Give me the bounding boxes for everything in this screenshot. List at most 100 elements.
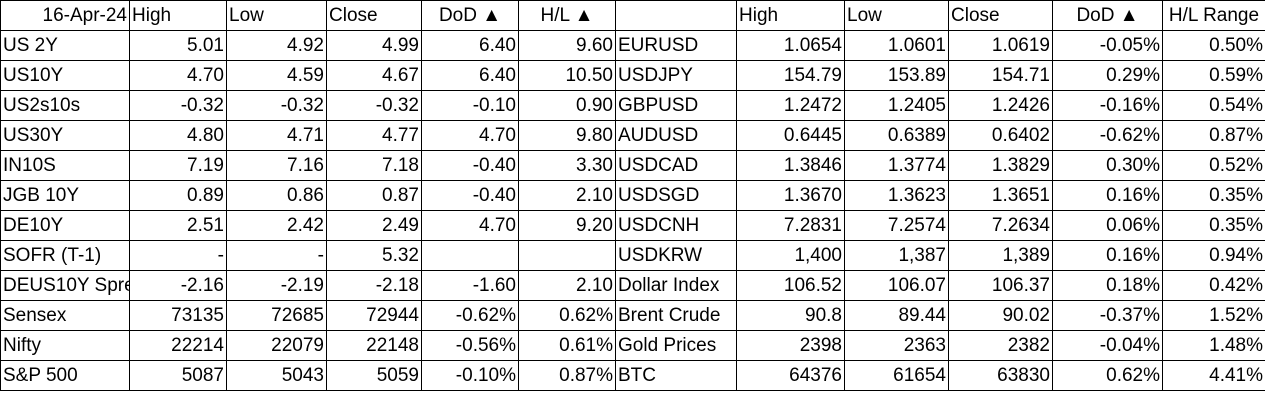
- value-cell: -0.05%: [1052, 30, 1163, 61]
- value-cell: 2382: [948, 330, 1053, 361]
- value-cell: 22214: [129, 330, 227, 361]
- value-cell: 0.54%: [1162, 90, 1265, 121]
- value-cell: 1.2472: [736, 90, 845, 121]
- value-cell: -0.32: [129, 90, 227, 121]
- value-cell: 0.90: [518, 90, 616, 121]
- table-row: US30Y 4.80 4.71 4.77 4.70 9.80 AUDUSD 0.6445 0.6…: [0, 120, 1265, 151]
- value-cell: 4.80: [129, 120, 227, 151]
- column-header: Low: [226, 0, 327, 31]
- value-cell: -2.18: [326, 270, 422, 301]
- value-cell: 0.62%: [518, 300, 616, 331]
- value-cell: [518, 240, 616, 271]
- value-cell: 1.3829: [948, 150, 1053, 181]
- value-cell: -0.16%: [1052, 90, 1163, 121]
- value-cell: 0.6402: [948, 120, 1053, 151]
- value-cell: 72685: [226, 300, 327, 331]
- value-cell: 0.87%: [1162, 120, 1265, 151]
- value-cell: -: [129, 240, 227, 271]
- instrument-name: JGB 10Y: [0, 180, 130, 211]
- value-cell: 2.51: [129, 210, 227, 241]
- value-cell: 0.30%: [1052, 150, 1163, 181]
- value-cell: 5087: [129, 360, 227, 391]
- instrument-name: DEUS10Y Spre: [0, 270, 130, 301]
- value-cell: 1.3651: [948, 180, 1053, 211]
- value-cell: 1.0654: [736, 30, 845, 61]
- table-row: JGB 10Y 0.89 0.86 0.87 -0.40 2.10 USDSGD 1.3670…: [0, 180, 1265, 211]
- value-cell: 2398: [736, 330, 845, 361]
- value-cell: 64376: [736, 360, 845, 391]
- instrument-name: USDSGD: [615, 180, 737, 211]
- value-cell: 5.01: [129, 30, 227, 61]
- market-table-body: 16-Apr-24 High Low Close DoD ▲ H/L ▲ High Low Cl…: [0, 0, 1265, 391]
- value-cell: -0.10%: [421, 360, 519, 391]
- value-cell: -: [226, 240, 327, 271]
- value-cell: -0.32: [326, 90, 422, 121]
- value-cell: 7.19: [129, 150, 227, 181]
- value-cell: 0.6389: [844, 120, 949, 151]
- value-cell: 0.89: [129, 180, 227, 211]
- column-header: Close: [326, 0, 422, 31]
- instrument-name: US2s10s: [0, 90, 130, 121]
- value-cell: 154.79: [736, 60, 845, 91]
- value-cell: -0.32: [226, 90, 327, 121]
- value-cell: 1.3846: [736, 150, 845, 181]
- column-header: Low: [844, 0, 949, 31]
- value-cell: 0.42%: [1162, 270, 1265, 301]
- value-cell: 0.86: [226, 180, 327, 211]
- instrument-name: BTC: [615, 360, 737, 391]
- value-cell: 154.71: [948, 60, 1053, 91]
- value-cell: 6.40: [421, 60, 519, 91]
- instrument-name: EURUSD: [615, 30, 737, 61]
- value-cell: -0.62%: [1052, 120, 1163, 151]
- value-cell: 4.92: [226, 30, 327, 61]
- value-cell: 6.40: [421, 30, 519, 61]
- instrument-name: US 2Y: [0, 30, 130, 61]
- value-cell: 1,400: [736, 240, 845, 271]
- value-cell: 4.41%: [1162, 360, 1265, 391]
- value-cell: 4.71: [226, 120, 327, 151]
- table-row: US2s10s -0.32 -0.32 -0.32 -0.10 0.90 GBPUSD 1.2…: [0, 90, 1265, 121]
- value-cell: 2.10: [518, 180, 616, 211]
- instrument-name: Dollar Index: [615, 270, 737, 301]
- value-cell: 2363: [844, 330, 949, 361]
- instrument-name: SOFR (T-1): [0, 240, 130, 271]
- value-cell: 0.87%: [518, 360, 616, 391]
- value-cell: 72944: [326, 300, 422, 331]
- instrument-name: USDCNH: [615, 210, 737, 241]
- value-cell: 1.3774: [844, 150, 949, 181]
- value-cell: 4.99: [326, 30, 422, 61]
- value-cell: -0.10: [421, 90, 519, 121]
- value-cell: 0.29%: [1052, 60, 1163, 91]
- value-cell: 9.60: [518, 30, 616, 61]
- value-cell: 0.06%: [1052, 210, 1163, 241]
- market-table: 16-Apr-24 High Low Close DoD ▲ H/L ▲ High Low Cl…: [0, 0, 1265, 391]
- value-cell: -0.56%: [421, 330, 519, 361]
- value-cell: 0.18%: [1052, 270, 1163, 301]
- table-row: SOFR (T-1) - -5.32 USDKRW 1,400 1,387 1,389 0.1…: [0, 240, 1265, 271]
- value-cell: 1.0601: [844, 30, 949, 61]
- value-cell: 2.10: [518, 270, 616, 301]
- value-cell: 4.70: [129, 60, 227, 91]
- instrument-name: S&P 500: [0, 360, 130, 391]
- value-cell: 0.94%: [1162, 240, 1265, 271]
- value-cell: -0.37%: [1052, 300, 1163, 331]
- instrument-name: AUDUSD: [615, 120, 737, 151]
- value-cell: 5059: [326, 360, 422, 391]
- instrument-name: US30Y: [0, 120, 130, 151]
- value-cell: 7.2634: [948, 210, 1053, 241]
- value-cell: 7.18: [326, 150, 422, 181]
- value-cell: 73135: [129, 300, 227, 331]
- value-cell: 89.44: [844, 300, 949, 331]
- value-cell: 61654: [844, 360, 949, 391]
- value-cell: 1.48%: [1162, 330, 1265, 361]
- value-cell: -0.62%: [421, 300, 519, 331]
- value-cell: 90.8: [736, 300, 845, 331]
- instrument-name: Sensex: [0, 300, 130, 331]
- value-cell: 5043: [226, 360, 327, 391]
- instrument-name: Nifty: [0, 330, 130, 361]
- column-header: DoD ▲: [1052, 0, 1163, 31]
- instrument-name: DE10Y: [0, 210, 130, 241]
- table-row: US10Y 4.70 4.59 4.67 6.40 10.50 USDJPY 154.79 15…: [0, 60, 1265, 91]
- value-cell: [421, 240, 519, 271]
- column-header: High: [736, 0, 845, 31]
